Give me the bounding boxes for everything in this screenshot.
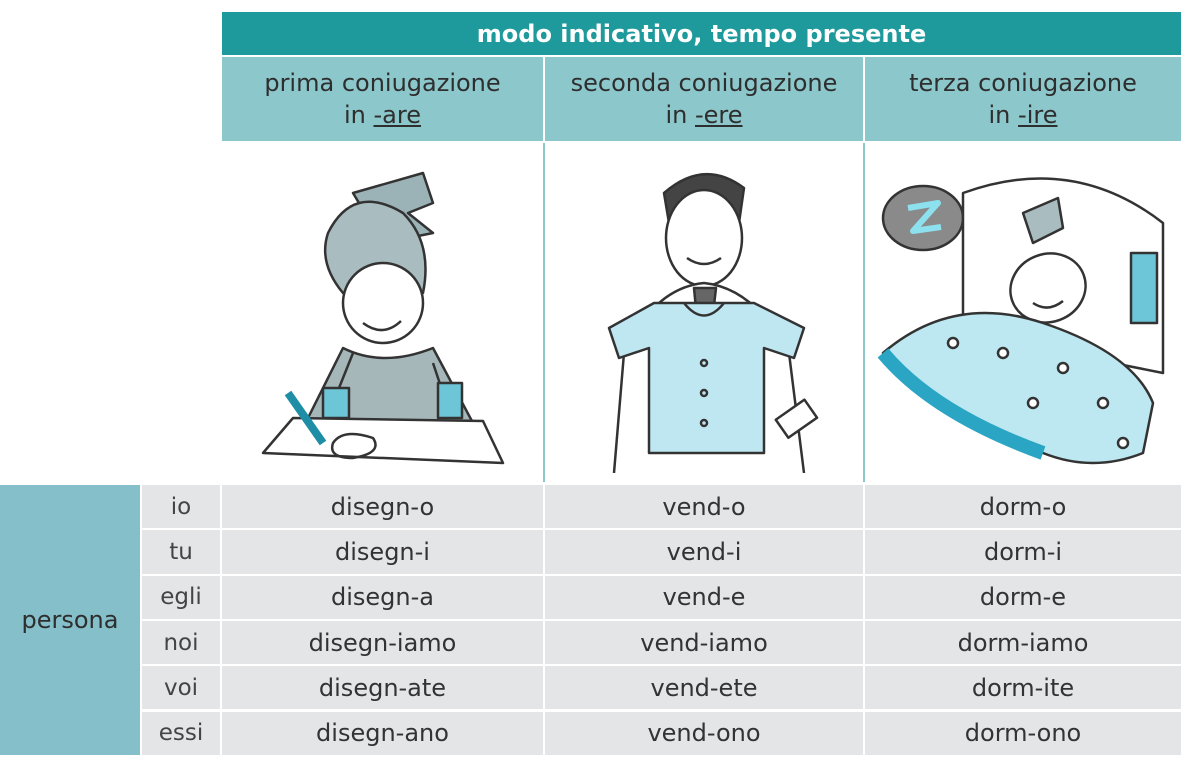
verb-form: dorm-e <box>865 575 1181 619</box>
verb-form: disegn-iamo <box>222 620 543 665</box>
conjugation-name: terza coniugazione <box>909 69 1137 97</box>
verb-form: vend-o <box>545 485 863 529</box>
verb-form: dorm-ite <box>865 666 1181 710</box>
table-title: modo indicativo, tempo presente <box>222 12 1181 55</box>
ending-prefix: in <box>665 101 688 129</box>
verb-form: disegn-i <box>222 530 543 574</box>
pronoun: egli <box>142 575 220 619</box>
verb-form: vend-ete <box>545 666 863 710</box>
row-group-label: persona <box>0 485 140 755</box>
conjugation-name: seconda coniugazione <box>570 69 838 97</box>
ending-prefix: in <box>343 101 366 129</box>
illustration-drawing <box>261 171 504 464</box>
conjugation-ending-line: in -are <box>344 99 421 131</box>
verb-form: vend-iamo <box>545 620 863 665</box>
column-header: prima coniugazione in -are <box>222 57 543 141</box>
conjugation-name: prima coniugazione <box>264 69 501 97</box>
verb-form: dorm-i <box>865 530 1181 574</box>
ending-suffix: -ire <box>1018 101 1058 129</box>
verb-form: vend-i <box>545 530 863 574</box>
ending-suffix: -are <box>373 101 421 129</box>
verb-form: disegn-ate <box>222 666 543 710</box>
verb-form: dorm-ono <box>865 711 1181 755</box>
pronoun: voi <box>142 666 220 710</box>
illustration-cell <box>222 143 543 482</box>
verb-form: disegn-a <box>222 575 543 619</box>
conjugation-ending-line: in -ire <box>989 99 1058 131</box>
verb-form: dorm-o <box>865 485 1181 529</box>
illustration-selling <box>607 172 819 473</box>
column-separator <box>543 143 545 482</box>
verb-form: vend-e <box>545 575 863 619</box>
ending-prefix: in <box>988 101 1011 129</box>
conjugation-ending-line: in -ere <box>665 99 742 131</box>
pronoun: tu <box>142 530 220 574</box>
column-header: seconda coniugazione in -ere <box>545 57 863 141</box>
pronoun: io <box>142 485 220 529</box>
ending-suffix: -ere <box>695 101 743 129</box>
pronoun: essi <box>142 711 220 755</box>
verb-form: disegn-o <box>222 485 543 529</box>
verb-form: vend-ono <box>545 711 863 755</box>
verb-form: disegn-ano <box>222 711 543 755</box>
pronoun: noi <box>142 620 220 665</box>
column-header: terza coniugazione in -ire <box>865 57 1181 141</box>
illustration-sleeping <box>877 176 1165 464</box>
verb-form: dorm-iamo <box>865 620 1181 665</box>
illustration-cell <box>865 143 1181 482</box>
column-separator <box>863 143 865 482</box>
illustration-cell <box>545 143 863 482</box>
